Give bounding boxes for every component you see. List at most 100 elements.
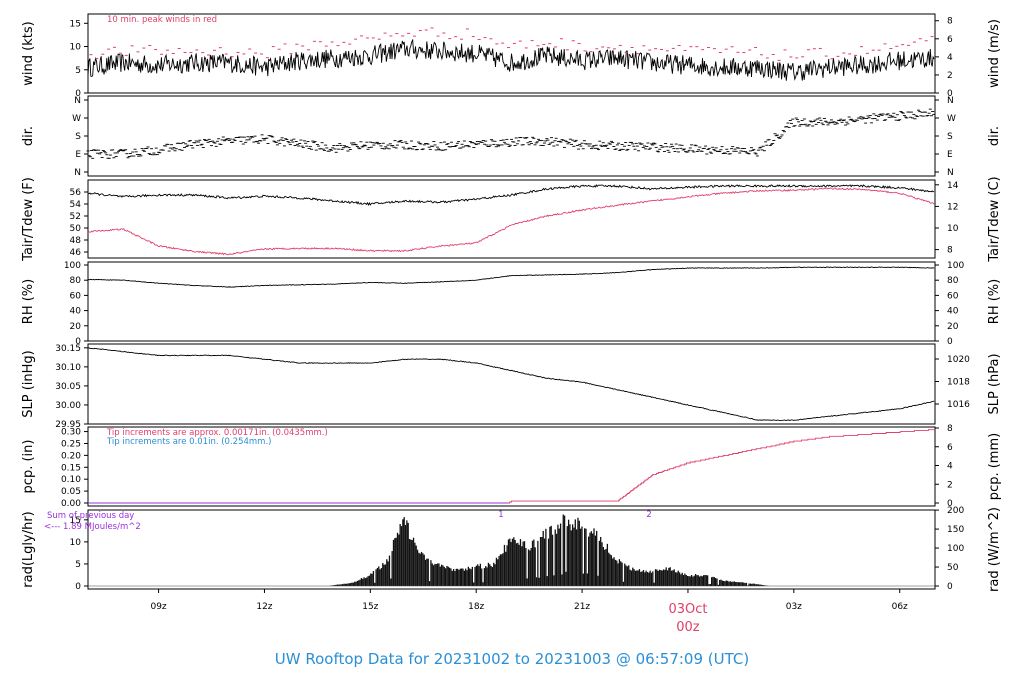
tick-label-slp-right: 1020 bbox=[947, 355, 970, 365]
tick-label-wind-left: 0 bbox=[75, 89, 81, 99]
panel-frame-rh bbox=[87, 261, 936, 342]
ylabel-right-temp: Tair/Tdew (C) bbox=[987, 176, 1002, 262]
tick-label-rad-right: 150 bbox=[947, 525, 964, 535]
tick-label-dir-left: E bbox=[75, 150, 81, 160]
panel-frame-rad bbox=[87, 509, 936, 590]
tick-label-temp-right: 12 bbox=[947, 202, 958, 212]
ylabel-slp: SLP (inHg) bbox=[21, 350, 36, 418]
tick-label-slp-left: 30.05 bbox=[55, 382, 81, 392]
x-axis: 09z 12z 15z 18z 21z 03z 06z 03Oct 00z bbox=[150, 589, 908, 635]
tick-label-rh-right: 0 bbox=[947, 337, 953, 347]
tick-label-pcp-left: 0.10 bbox=[61, 475, 81, 485]
radiation-note-total: <--- 1.89 MJoules/m^2 bbox=[44, 522, 141, 532]
tick-label-rad-left: 5 bbox=[75, 560, 81, 570]
tick-label-wind-right: 8 bbox=[947, 17, 953, 27]
dewpoint-line bbox=[87, 187, 935, 256]
panel-frame-pcp bbox=[87, 426, 936, 507]
wind-direction-marks bbox=[86, 108, 936, 159]
wind-peak-marks bbox=[89, 27, 934, 61]
wind-peak-note: 10 min. peak winds in red bbox=[107, 15, 217, 25]
radiation-marker-1: 1 bbox=[498, 510, 503, 520]
tick-label-rh-left: 0 bbox=[75, 337, 81, 347]
tick-label-temp-right: 8 bbox=[947, 246, 953, 256]
relative-humidity-line bbox=[87, 266, 935, 288]
tick-label-temp-left: 50 bbox=[70, 224, 82, 234]
tick-label-temp-right: 10 bbox=[947, 224, 959, 234]
x-tick-label: 12z bbox=[256, 602, 272, 612]
tick-label-rh-left: 60 bbox=[70, 291, 82, 301]
x-tick-label: 06z bbox=[892, 602, 908, 612]
tick-label-pcp-right: 4 bbox=[947, 462, 953, 472]
ylabel-rad: rad(Lgly/hr) bbox=[21, 511, 36, 587]
tick-label-temp-left: 46 bbox=[70, 248, 82, 258]
tick-label-temp-left: 54 bbox=[70, 200, 82, 210]
tick-label-pcp-right: 8 bbox=[947, 424, 953, 434]
tick-label-slp-left: 30.15 bbox=[55, 344, 81, 354]
panel-frame-temp bbox=[87, 179, 936, 259]
tick-label-slp-right: 1016 bbox=[947, 400, 970, 410]
tick-label-rad-right: 200 bbox=[947, 506, 964, 516]
ylabel-dir: dir. bbox=[21, 126, 36, 146]
x-date-sublabel: 00z bbox=[676, 620, 700, 635]
ylabel-wind: wind (kts) bbox=[21, 21, 36, 85]
tick-label-wind-left: 15 bbox=[70, 19, 81, 29]
tick-label-dir-right: S bbox=[947, 132, 953, 142]
radiation-bars bbox=[328, 514, 769, 586]
tick-label-rh-left: 20 bbox=[70, 322, 82, 332]
precip-note-blue: Tip increments are 0.01in. (0.254mm.) bbox=[106, 437, 271, 447]
tick-label-rh-right: 100 bbox=[947, 261, 964, 271]
tick-label-dir-left: N bbox=[74, 96, 81, 106]
tick-label-rh-right: 60 bbox=[947, 291, 959, 301]
tick-label-rad-left: 15 bbox=[70, 516, 81, 526]
tick-label-slp-right: 1018 bbox=[947, 378, 970, 388]
ylabel-right-pcp: pcp. (mm) bbox=[987, 433, 1002, 500]
tick-label-pcp-left: 0.05 bbox=[61, 487, 81, 497]
tick-label-wind-right: 0 bbox=[947, 89, 953, 99]
x-tick-label: 09z bbox=[150, 602, 166, 612]
x-tick-label: 21z bbox=[574, 602, 590, 612]
ylabel-temp: Tair/Tdew (F) bbox=[21, 177, 36, 262]
tick-label-rad-right: 100 bbox=[947, 544, 964, 554]
panel-frame-wind bbox=[87, 13, 936, 94]
tick-label-rh-right: 80 bbox=[947, 276, 959, 286]
tick-label-dir-right: N bbox=[947, 168, 954, 178]
ylabel-right-slp: SLP (hPa) bbox=[987, 353, 1002, 414]
tick-label-wind-left: 5 bbox=[75, 66, 81, 76]
tick-label-rh-left: 100 bbox=[64, 261, 81, 271]
ylabel-right-rad: rad (W/m^2) bbox=[987, 507, 1002, 592]
tick-label-rh-left: 40 bbox=[70, 307, 82, 317]
tick-label-pcp-right: 2 bbox=[947, 480, 953, 490]
tick-label-dir-right: N bbox=[947, 96, 954, 106]
tick-label-wind-left: 10 bbox=[70, 43, 82, 53]
tick-label-temp-left: 56 bbox=[70, 188, 82, 198]
tick-label-dir-right: E bbox=[947, 150, 953, 160]
tick-label-rh-left: 80 bbox=[70, 276, 82, 286]
radiation-marker-2: 2 bbox=[646, 510, 651, 520]
tick-label-pcp-left: 0.25 bbox=[61, 439, 81, 449]
ylabel-right-dir: dir. bbox=[987, 126, 1002, 146]
tick-label-dir-left: N bbox=[74, 168, 81, 178]
radiation-note-sum: Sum of previous day bbox=[47, 511, 134, 521]
panel-frame-slp bbox=[87, 343, 936, 425]
tick-label-rad-right: 50 bbox=[947, 563, 959, 573]
precip-note-red: Tip increments are approx. 0.00171in. (0… bbox=[106, 428, 328, 438]
tick-label-pcp-left: 0.30 bbox=[61, 428, 81, 438]
tick-label-pcp-left: 0.15 bbox=[61, 463, 81, 473]
ylabel-right-rh: RH (%) bbox=[987, 279, 1002, 324]
tick-label-dir-left: W bbox=[72, 114, 81, 124]
ylabel-right-wind: wind (m/s) bbox=[987, 19, 1002, 88]
x-tick-label: 18z bbox=[468, 602, 484, 612]
x-date-label: 03Oct bbox=[668, 602, 707, 617]
ylabel-rh: RH (%) bbox=[21, 279, 36, 324]
ylabel-pcp: pcp. (in) bbox=[21, 440, 36, 494]
tick-label-pcp-left: 0.00 bbox=[61, 499, 81, 509]
tick-label-wind-right: 2 bbox=[947, 71, 953, 81]
panel-frame-dir bbox=[87, 95, 936, 177]
tick-label-temp-left: 48 bbox=[70, 236, 82, 246]
tick-label-slp-left: 29.95 bbox=[55, 420, 81, 430]
tick-label-rad-right: 0 bbox=[947, 582, 953, 592]
tick-label-rad-left: 0 bbox=[75, 582, 81, 592]
tick-label-rad-left: 10 bbox=[70, 538, 82, 548]
